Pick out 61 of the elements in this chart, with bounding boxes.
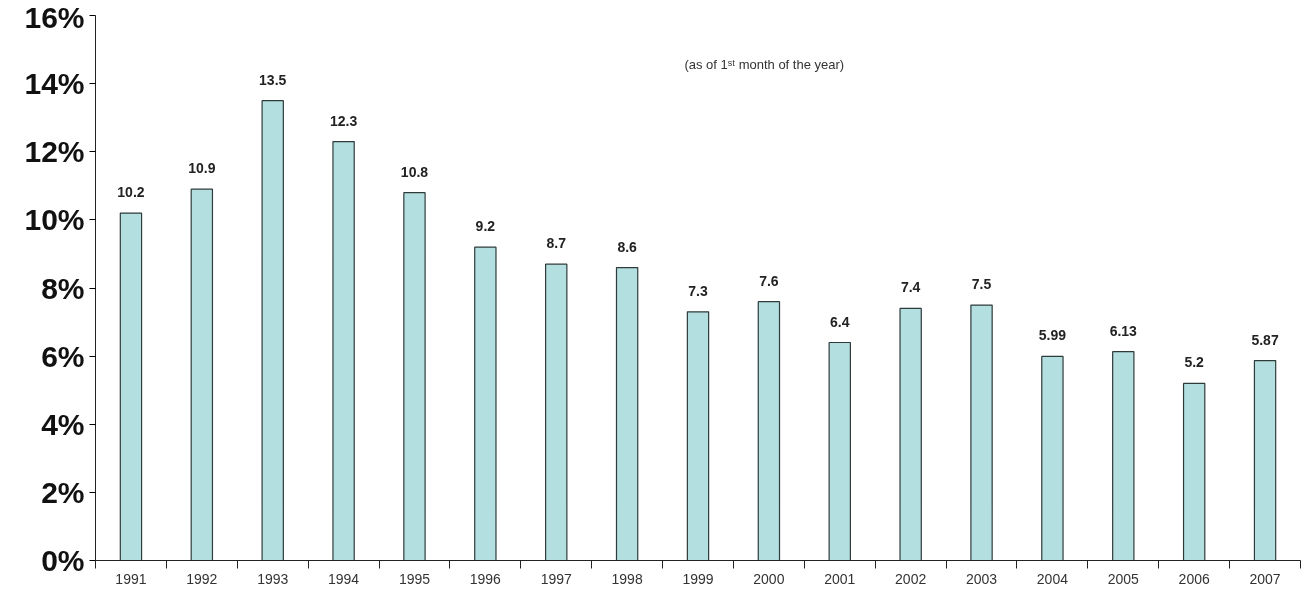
bar bbox=[828, 341, 851, 561]
x-tick-label: 1992 bbox=[186, 570, 218, 587]
x-tick-label: 2000 bbox=[753, 570, 785, 587]
data-label: 9.2 bbox=[475, 218, 496, 235]
y-tick-label: 0% bbox=[41, 544, 85, 577]
bar bbox=[970, 304, 993, 561]
x-tick-label: 2003 bbox=[965, 570, 998, 587]
bar bbox=[119, 212, 143, 561]
data-label: 6.13 bbox=[1109, 322, 1138, 339]
x-tick-label: 1997 bbox=[540, 570, 573, 587]
data-label: 8.6 bbox=[617, 238, 638, 255]
bar bbox=[474, 246, 497, 561]
x-tick-label: 1998 bbox=[611, 570, 643, 587]
bar bbox=[1041, 355, 1064, 561]
y-tick-label: 12% bbox=[24, 135, 85, 169]
y-tick-label: 10% bbox=[24, 203, 85, 237]
y-tick-label: 8% bbox=[41, 271, 85, 305]
data-label: 10.2 bbox=[117, 184, 145, 201]
data-label: 7.5 bbox=[971, 276, 992, 293]
x-tick-label: 1996 bbox=[469, 570, 502, 587]
bar bbox=[899, 307, 922, 561]
data-label: 7.3 bbox=[688, 282, 708, 299]
bar bbox=[545, 263, 568, 561]
x-tick-label: 2004 bbox=[1036, 570, 1069, 587]
x-tick-label: 2001 bbox=[824, 570, 856, 587]
data-label: 6.4 bbox=[830, 313, 850, 330]
data-label: 12.3 bbox=[329, 112, 358, 129]
x-tick-label: 2007 bbox=[1249, 570, 1281, 587]
data-label: 5.99 bbox=[1038, 327, 1067, 344]
x-tick-label: 2006 bbox=[1178, 570, 1210, 587]
data-label: 5.87 bbox=[1251, 331, 1279, 348]
bar bbox=[332, 140, 355, 561]
x-tick-label: 1999 bbox=[682, 570, 714, 587]
data-label: 8.7 bbox=[546, 235, 567, 252]
data-label: 5.2 bbox=[1184, 354, 1205, 371]
data-label: 7.6 bbox=[759, 272, 779, 289]
x-tick-label: 2005 bbox=[1107, 570, 1140, 587]
bar bbox=[1182, 382, 1206, 561]
x-tick-label: 1994 bbox=[328, 570, 360, 587]
bar bbox=[190, 188, 214, 561]
data-label: 7.4 bbox=[900, 279, 921, 296]
data-label: 10.8 bbox=[400, 163, 429, 180]
y-tick-label: 4% bbox=[41, 407, 85, 441]
x-tick-label: 2002 bbox=[895, 570, 927, 587]
bar bbox=[403, 192, 426, 561]
y-tick-label: 2% bbox=[41, 475, 85, 509]
bar bbox=[1112, 351, 1135, 561]
x-tick-label: 1993 bbox=[257, 570, 289, 587]
bar bbox=[1253, 359, 1277, 561]
bar bbox=[615, 266, 639, 561]
x-tick-label: 1991 bbox=[115, 570, 147, 587]
bar bbox=[686, 311, 710, 561]
y-tick-label: 6% bbox=[41, 339, 85, 373]
bar bbox=[757, 301, 781, 561]
y-tick-label: 16% bbox=[24, 0, 85, 34]
data-label: 13.5 bbox=[259, 71, 287, 88]
x-tick-label: 1995 bbox=[398, 570, 431, 587]
bar bbox=[261, 100, 284, 561]
data-label: 10.9 bbox=[188, 160, 216, 177]
annotation: (as of 1ˢᵗ month of the year) bbox=[684, 57, 845, 73]
y-tick-label: 14% bbox=[24, 67, 85, 101]
